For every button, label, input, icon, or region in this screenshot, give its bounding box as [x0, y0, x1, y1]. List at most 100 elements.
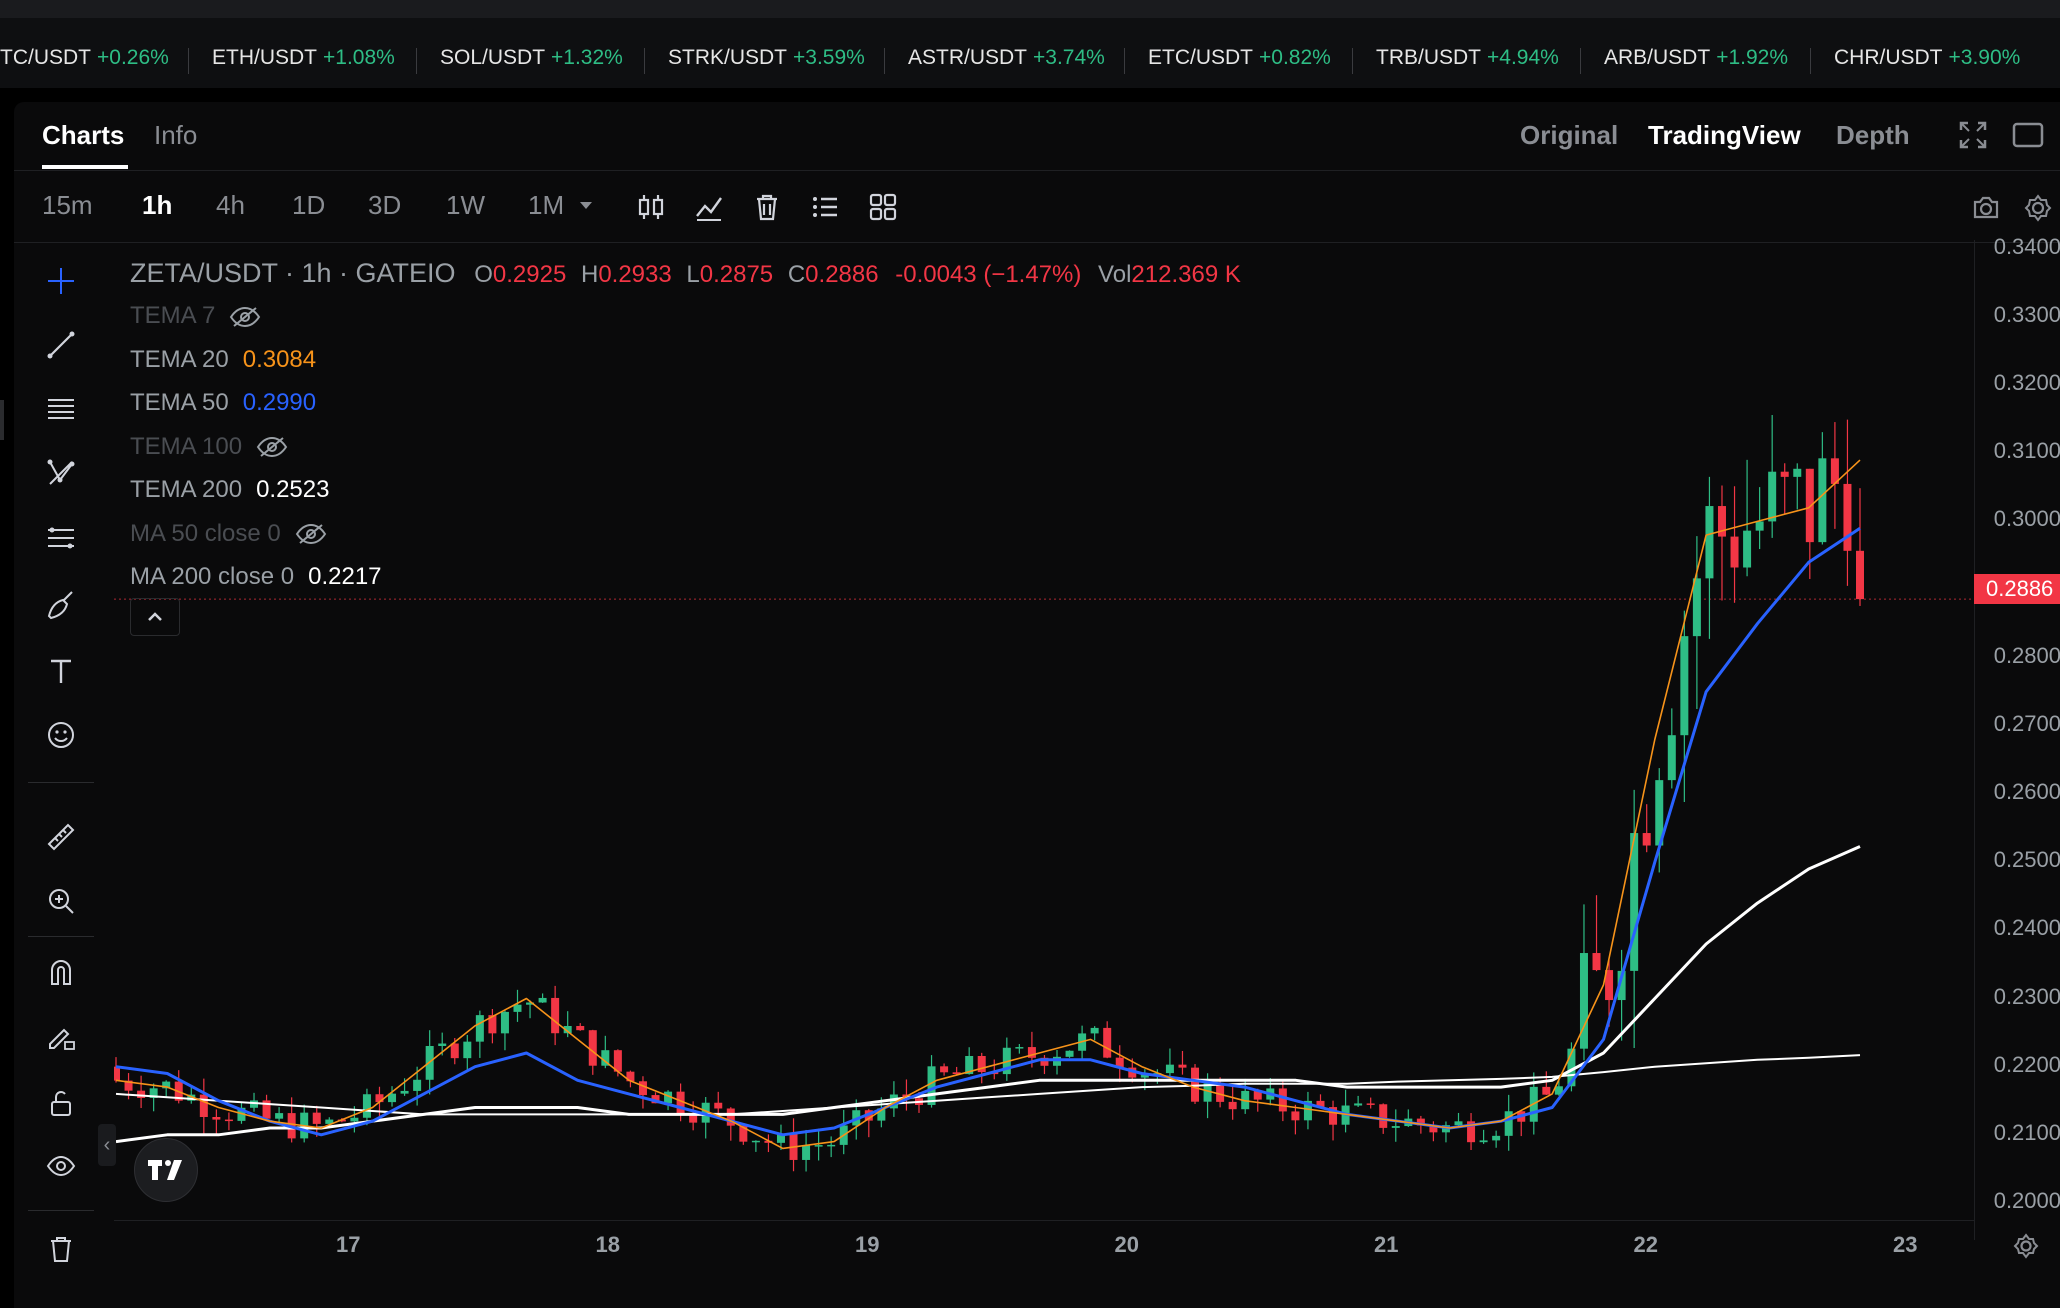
- tf-1m[interactable]: 1M: [528, 190, 565, 220]
- emoji-icon[interactable]: [46, 720, 76, 750]
- indicator-name: MA 200 close 0: [130, 563, 295, 590]
- ticker-change: +1.32%: [551, 46, 623, 69]
- indicator-row[interactable]: TEMA 100: [130, 433, 288, 461]
- layout-grid-icon[interactable]: [868, 192, 898, 222]
- horizontal-lines-icon[interactable]: [46, 394, 76, 424]
- candle-body: [1278, 1088, 1287, 1112]
- tf-3d[interactable]: 3D: [368, 190, 402, 220]
- text-icon[interactable]: [46, 656, 76, 686]
- candle-body: [526, 1002, 535, 1005]
- view-tradingview[interactable]: TradingView: [1648, 120, 1801, 150]
- candle-body: [400, 1090, 409, 1094]
- candle-body: [199, 1094, 208, 1117]
- candle-body: [651, 1095, 660, 1104]
- collapse-toolbar-handle[interactable]: ‹: [98, 1124, 116, 1166]
- ticker-item[interactable]: ASTR/USDT +3.74%: [908, 18, 1105, 88]
- legend-symbol[interactable]: ZETA/USDT · 1h · GATEIO: [130, 258, 456, 288]
- tf-1d[interactable]: 1D: [292, 190, 326, 220]
- indicator-row[interactable]: TEMA 200 0.2523: [130, 476, 329, 504]
- tf-1w[interactable]: 1W: [446, 190, 485, 220]
- fullscreen-icon[interactable]: [1958, 120, 1988, 150]
- indicator-row[interactable]: TEMA 50 0.2990: [130, 389, 316, 417]
- magnet-icon[interactable]: [46, 958, 76, 988]
- zoom-in-icon[interactable]: [46, 886, 76, 916]
- tradingview-logo[interactable]: [134, 1138, 198, 1202]
- ticker-item[interactable]: CHR/USDT +3.90%: [1834, 18, 2020, 88]
- ticker-item[interactable]: TRB/USDT +4.94%: [1376, 18, 1559, 88]
- eye-off-icon[interactable]: [229, 306, 261, 328]
- price-tick-label: 0.2200: [1993, 1051, 2060, 1077]
- window-icon[interactable]: [2012, 122, 2044, 148]
- indicator-row[interactable]: MA 50 close 0: [130, 520, 327, 548]
- tab-info[interactable]: Info: [154, 120, 198, 150]
- view-depth[interactable]: Depth: [1836, 120, 1910, 150]
- unlock-icon[interactable]: [46, 1088, 76, 1118]
- ticker-symbol: TRB/USDT: [1376, 46, 1481, 69]
- candle-body: [250, 1100, 259, 1108]
- timeframe-toolbar: 15m 1h 4h 1D 3D 1W 1M: [14, 170, 2060, 243]
- indicator-name: TEMA 100: [130, 432, 243, 460]
- settings-icon[interactable]: [2024, 194, 2052, 222]
- candle-body: [1680, 636, 1689, 736]
- candle-body: [701, 1102, 710, 1123]
- ticker-item[interactable]: TC/USDT +0.26%: [0, 18, 169, 88]
- ticker-symbol: ETH/USDT: [212, 46, 317, 69]
- candle-body: [114, 1066, 120, 1081]
- eye-icon[interactable]: [46, 1152, 76, 1182]
- candle-body: [827, 1144, 836, 1147]
- price-tick-label: 0.2600: [1993, 779, 2060, 805]
- eye-off-icon[interactable]: [295, 523, 327, 545]
- candles-icon[interactable]: [636, 192, 666, 222]
- collapse-legend-button[interactable]: [130, 598, 180, 636]
- ticker-change: +0.26%: [97, 46, 169, 69]
- candle-body: [187, 1094, 196, 1101]
- tf-1h[interactable]: 1h: [142, 190, 173, 220]
- view-original[interactable]: Original: [1520, 120, 1619, 150]
- ticker-change: +3.74%: [1033, 46, 1105, 69]
- brush-icon[interactable]: [46, 590, 76, 620]
- candle-body: [676, 1091, 685, 1115]
- ticker-item[interactable]: ARB/USDT +1.92%: [1604, 18, 1788, 88]
- ticker-separator: [884, 48, 885, 74]
- trash-icon[interactable]: [752, 192, 782, 222]
- pattern-icon[interactable]: [46, 458, 76, 488]
- tf-4h[interactable]: 4h: [216, 190, 245, 220]
- indicator-row[interactable]: MA 200 close 0 0.2217: [130, 563, 382, 591]
- indicators-icon[interactable]: [694, 192, 724, 222]
- trash-icon[interactable]: [46, 1234, 76, 1264]
- tab-charts[interactable]: Charts: [42, 120, 125, 150]
- indicator-row[interactable]: TEMA 20 0.3084: [130, 346, 316, 374]
- candle-body: [488, 1015, 497, 1034]
- ruler-icon[interactable]: [46, 822, 76, 852]
- pencil-lock-icon[interactable]: [46, 1022, 76, 1052]
- candle-body: [1366, 1103, 1375, 1105]
- ticker-symbol: CHR/USDT: [1834, 46, 1943, 69]
- tf-15m[interactable]: 15m: [42, 190, 93, 220]
- ticker-item[interactable]: ETC/USDT +0.82%: [1148, 18, 1331, 88]
- axis-settings-icon[interactable]: [2012, 1232, 2040, 1260]
- candle-body: [1617, 970, 1626, 1001]
- time-tick-label: 18: [595, 1232, 620, 1257]
- ticker-item[interactable]: SOL/USDT +1.32%: [440, 18, 623, 88]
- candle-body: [1165, 1064, 1174, 1074]
- candle-body: [438, 1043, 447, 1046]
- candle-body: [1793, 468, 1802, 477]
- price-axis[interactable]: 0.34000.33000.32000.31000.30000.29000.28…: [1974, 234, 2060, 1240]
- crosshair-icon[interactable]: [46, 266, 76, 296]
- candle-body: [149, 1088, 158, 1098]
- price-chart[interactable]: [114, 242, 1974, 1220]
- candle-body: [889, 1094, 898, 1109]
- trend-line-icon[interactable]: [46, 330, 76, 360]
- ticker-item[interactable]: ETH/USDT +1.08%: [212, 18, 395, 88]
- candle-body: [563, 1025, 572, 1034]
- ticker-item[interactable]: STRK/USDT +3.59%: [668, 18, 865, 88]
- chevron-down-icon[interactable]: [578, 200, 594, 212]
- time-tick-label: 21: [1374, 1232, 1399, 1257]
- indicator-value: 0.2217: [308, 563, 382, 590]
- eye-off-icon[interactable]: [256, 436, 288, 458]
- candle-body: [689, 1114, 698, 1123]
- fib-icon[interactable]: [46, 524, 76, 554]
- list-icon[interactable]: [810, 192, 840, 222]
- indicator-row[interactable]: TEMA 7: [130, 302, 261, 330]
- camera-icon[interactable]: [1972, 194, 2000, 220]
